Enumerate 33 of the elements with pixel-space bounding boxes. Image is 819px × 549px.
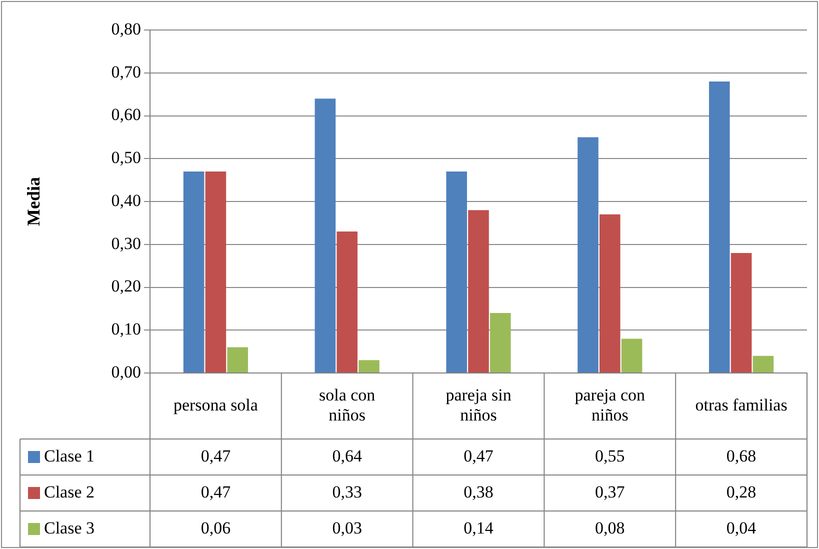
y-axis-title: Media: [23, 177, 44, 226]
legend-label: Clase 3: [44, 518, 95, 538]
y-tick-label: 0,70: [111, 62, 141, 82]
y-tick-label: 0,40: [111, 190, 141, 210]
data-label: 0,55: [595, 446, 625, 466]
data-label: 0,28: [726, 482, 756, 502]
y-tick-label: 0,50: [111, 148, 141, 168]
data-label: 0,64: [332, 446, 362, 466]
legend-label: Clase 2: [44, 482, 95, 502]
data-label: 0,47: [464, 446, 494, 466]
data-label: 0,14: [464, 518, 494, 538]
x-tick-label: otras familias: [695, 395, 788, 414]
data-label: 0,47: [200, 482, 232, 502]
data-label: 0,68: [726, 446, 756, 466]
data-label: 0,37: [595, 482, 626, 502]
y-tick-label: 0,60: [111, 105, 141, 124]
data-label: 0,06: [200, 518, 231, 538]
y-tick-label: 0,80: [111, 19, 141, 38]
x-tick-label: pareja con niños: [574, 385, 646, 424]
legend-label: Clase 1: [44, 446, 95, 466]
data-label: 0,33: [332, 482, 362, 502]
data-label: 0,04: [726, 518, 757, 538]
data-label: 0,38: [464, 482, 494, 502]
data-label: 0,03: [332, 518, 362, 538]
x-tick-label: sola con niños: [319, 385, 376, 424]
data-label: 0,08: [595, 518, 625, 538]
y-tick-label: 0,00: [111, 362, 141, 382]
y-tick-label: 0,10: [111, 320, 141, 339]
x-tick-label: persona sola: [173, 395, 258, 414]
x-tick-label: pareja sin niños: [446, 385, 512, 424]
y-tick-label: 0,30: [111, 234, 141, 253]
data-label: 0,47: [200, 446, 232, 466]
y-tick-label: 0,20: [111, 276, 141, 296]
